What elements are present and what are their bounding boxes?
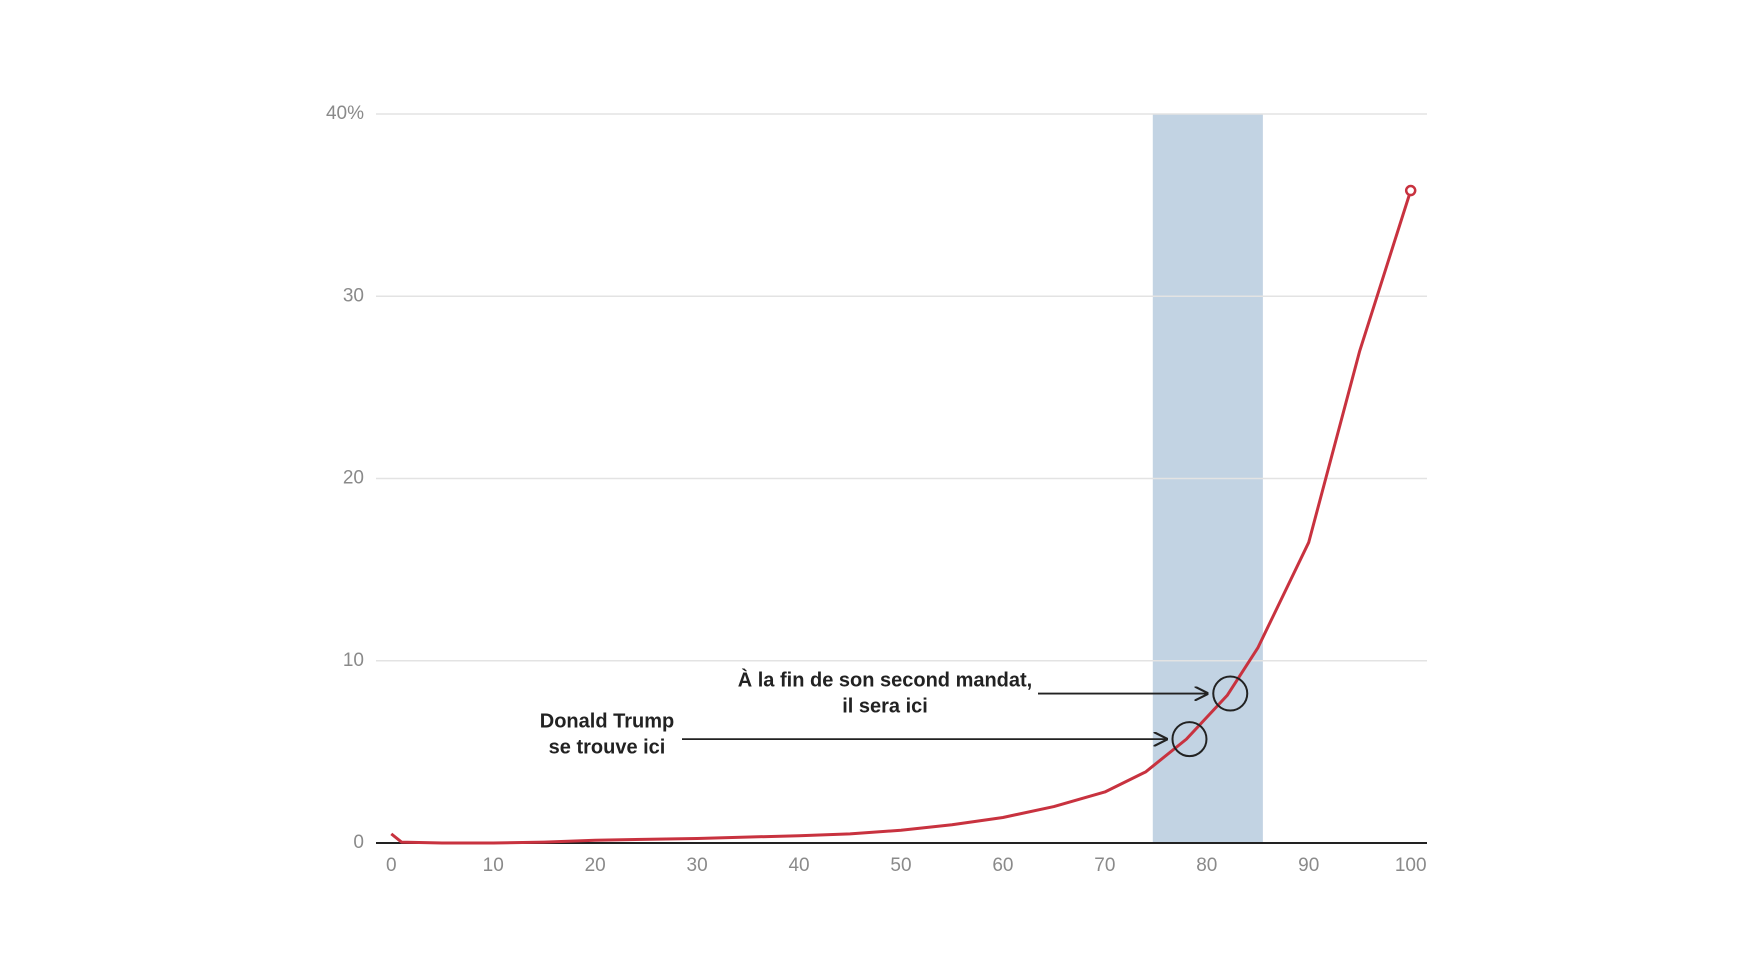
x-tick-label: 60 — [992, 855, 1013, 876]
end-marker — [1404, 184, 1417, 197]
annotation-text: Donald Trump — [540, 710, 674, 732]
y-tick-label: 20 — [343, 468, 364, 489]
y-tick-label: 30 — [343, 285, 364, 306]
x-tick-label: 100 — [1395, 855, 1427, 876]
y-tick-label: 0 — [353, 832, 364, 853]
line — [390, 190, 1413, 845]
annotation-text: À la fin de son second mandat, — [738, 668, 1033, 691]
annotation-circle — [1212, 675, 1249, 712]
x-tick-label: 50 — [890, 855, 911, 876]
x-tick-label: 10 — [483, 855, 504, 876]
x-tick-label: 90 — [1298, 855, 1319, 876]
x-tick-label: 30 — [687, 855, 708, 876]
annotation-circle — [1171, 721, 1208, 758]
y-tick-label: 10 — [343, 650, 364, 671]
x-tick-label: 80 — [1196, 855, 1217, 876]
annotation-text: il sera ici — [842, 695, 928, 717]
x-tick-label: 20 — [585, 855, 606, 876]
y-tick-label: 40% — [326, 103, 364, 124]
x-tick-label: 40 — [788, 855, 809, 876]
annotation-text: se trouve ici — [549, 736, 666, 758]
x-tick-label: 0 — [386, 855, 397, 876]
x-tick-label: 70 — [1094, 855, 1115, 876]
